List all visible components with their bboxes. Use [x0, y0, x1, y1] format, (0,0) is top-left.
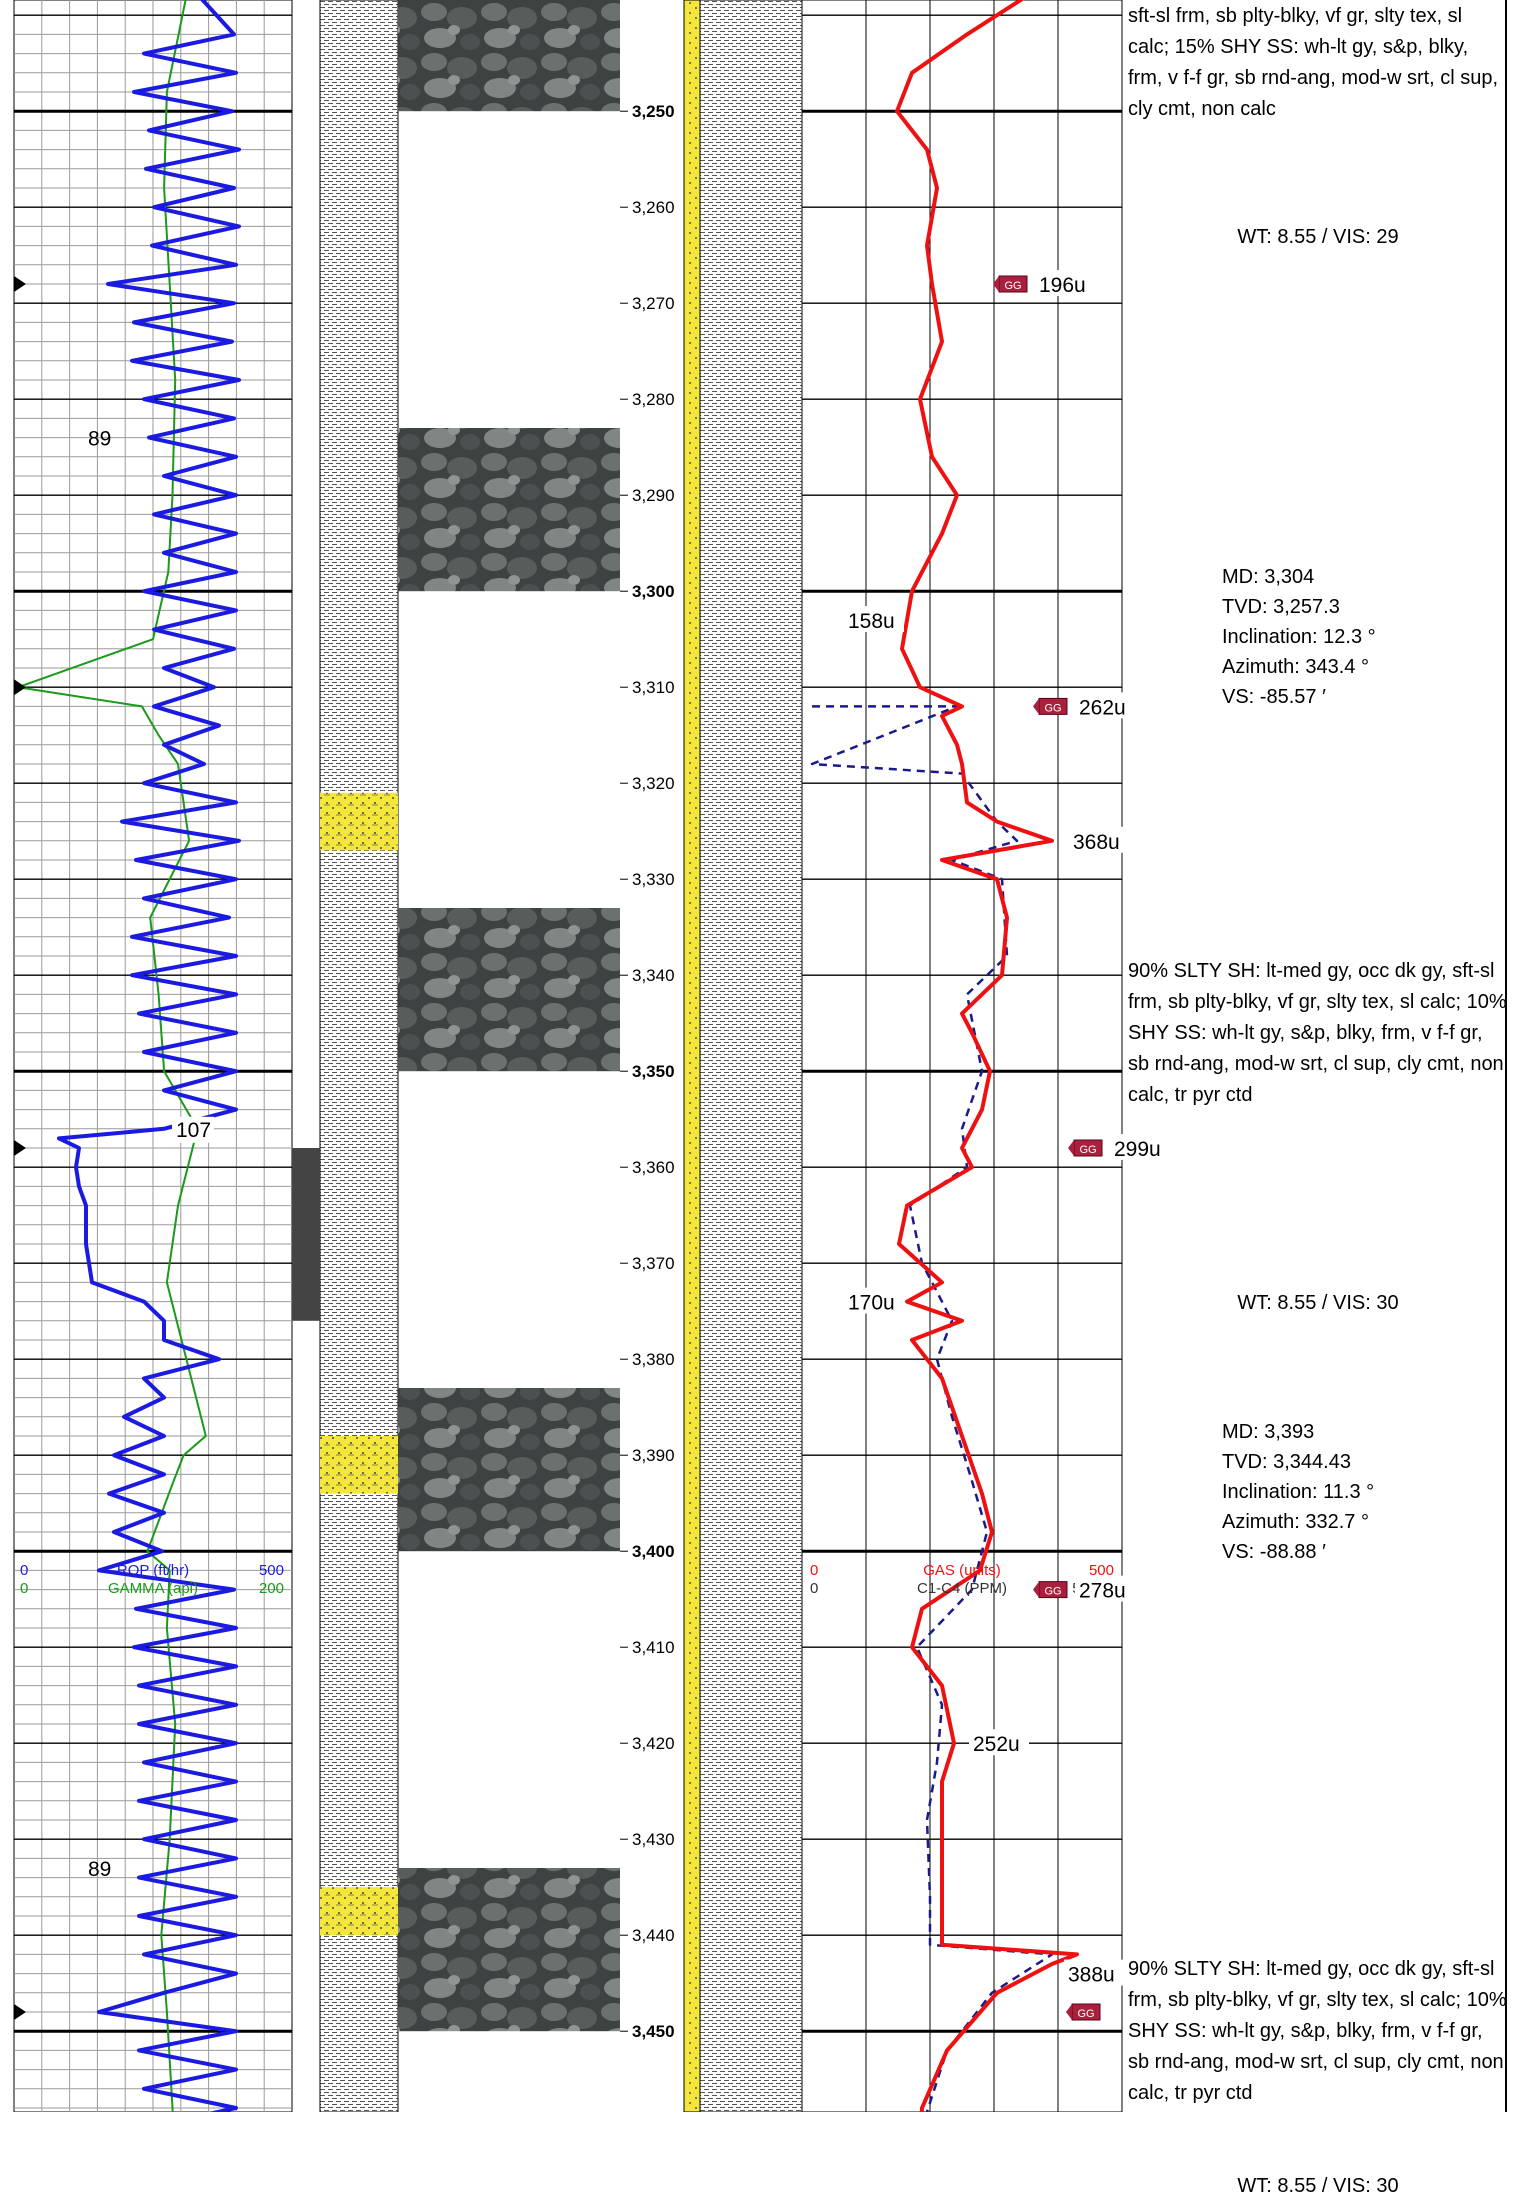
depth-label: 3,260 [632, 198, 675, 217]
gas-callout: 368u [1073, 831, 1120, 854]
depth-label: 3,330 [632, 870, 675, 889]
survey-vs-value: VS: -88.88 [1222, 1541, 1317, 1563]
survey-md-value: MD: 3,304 [1222, 566, 1314, 588]
sand-streak [320, 793, 398, 851]
cuttings-photo [398, 1388, 620, 1551]
survey-inc-value: Inclination: 12.3 [1222, 626, 1362, 648]
survey-unit: ° [1355, 1511, 1369, 1533]
gamma-scale-min: 0 [20, 1580, 28, 1597]
gamma-scale-max: 200 [259, 1580, 284, 1597]
survey-tvd: TVD: 3,344.43 [1222, 1447, 1374, 1477]
sample-flag-label: GG [1079, 1144, 1096, 1156]
sand-streak [320, 1436, 398, 1494]
mud-properties: WT: 8.55 / VIS: 30 [1128, 2175, 1508, 2198]
survey-unit: ′ [1317, 686, 1326, 708]
depth-label: 3,290 [632, 486, 675, 505]
lithology-description: sft-sl frm, sb plty-blky, vf gr, slty te… [1128, 1, 1508, 125]
gamma-scale-label: GAMMA (api) [108, 1580, 198, 1597]
survey-unit: ′ [1317, 1541, 1326, 1563]
depth-label: 3,450 [632, 2022, 675, 2041]
gas-callout: 196u [1039, 274, 1086, 297]
c1c4-scale-label: C1-C4 (PPM) [917, 1580, 1007, 1597]
survey-md: MD: 3,393 [1222, 1417, 1374, 1447]
gas-callout: 388u [1068, 1964, 1115, 1987]
depth-label: 3,380 [632, 1350, 675, 1369]
survey-azi-value: Azimuth: 332.7 [1222, 1511, 1355, 1533]
survey-vs: VS: -88.88 ′ [1222, 1537, 1374, 1567]
gas-scale-min: 0 [810, 1562, 818, 1579]
depth-label: 3,320 [632, 774, 675, 793]
lithology-column [320, 0, 398, 2112]
depth-label: 3,280 [632, 390, 675, 409]
survey-unit: ° [1355, 656, 1369, 678]
gamma-annotation: 89 [88, 428, 111, 451]
lithology-column-2 [700, 0, 802, 2112]
rop-scale-label: ROP (ft/hr) [117, 1562, 189, 1579]
depth-label: 3,360 [632, 1158, 675, 1177]
depth-label: 3,250 [632, 102, 675, 121]
depth-label: 3,340 [632, 966, 675, 985]
gas-callout: 278u [1079, 1580, 1126, 1603]
survey-inc: Inclination: 11.3 ° [1222, 1477, 1374, 1507]
depth-label: 3,310 [632, 678, 675, 697]
depth-label: 3,410 [632, 1638, 675, 1657]
depth-label: 3,440 [632, 1926, 675, 1945]
mud-properties: WT: 8.55 / VIS: 29 [1128, 226, 1508, 249]
gas-callout: 158u [848, 610, 895, 633]
lithology-track [292, 0, 802, 2112]
gas-callout: 252u [973, 1733, 1020, 1756]
survey-inc-value: Inclination: 11.3 [1222, 1481, 1361, 1503]
c1c4-scale-min: 0 [810, 1580, 818, 1597]
cuttings-photo [398, 908, 620, 1071]
track3-frame [802, 0, 1122, 2112]
interval-bar [292, 1148, 320, 1321]
survey-vs-value: VS: -85.57 [1222, 686, 1317, 708]
depth-label: 3,350 [632, 1062, 675, 1081]
depth-label: 3,390 [632, 1446, 675, 1465]
sand-streak [320, 1887, 398, 1935]
survey-inc: Inclination: 12.3 ° [1222, 622, 1376, 652]
gamma-annotation: 89 [88, 1858, 111, 1881]
cuttings-photo [398, 428, 620, 591]
rop-scale-min: 0 [20, 1562, 28, 1579]
survey-azi-value: Azimuth: 343.4 [1222, 656, 1355, 678]
survey-azi: Azimuth: 332.7 ° [1222, 1507, 1374, 1537]
gas-callout: 262u [1079, 696, 1126, 719]
sample-flag-label: GG [1004, 280, 1021, 292]
depth-label: 3,420 [632, 1734, 675, 1753]
survey-tvd-value: TVD: 3,257.3 [1222, 596, 1340, 618]
sand-strip [684, 0, 700, 2112]
survey-md-value: MD: 3,393 [1222, 1421, 1314, 1443]
mud-properties: WT: 8.55 / VIS: 30 [1128, 1292, 1508, 1315]
gas-callout: 299u [1114, 1138, 1161, 1161]
sample-flag-label: GG [1077, 2008, 1094, 2020]
survey-unit: ° [1362, 626, 1376, 648]
sample-flag-label: GG [1044, 702, 1061, 714]
survey-tvd-value: TVD: 3,344.43 [1222, 1451, 1351, 1473]
cuttings-photo [398, 0, 620, 111]
depth-label: 3,370 [632, 1254, 675, 1273]
survey-vs: VS: -85.57 ′ [1222, 682, 1376, 712]
gamma-annotation: 107 [176, 1119, 211, 1142]
cuttings-photo [398, 1868, 620, 2031]
survey-tvd: TVD: 3,257.3 [1222, 592, 1376, 622]
rop-scale-max: 500 [259, 1562, 284, 1579]
lithology-description: 90% SLTY SH: lt-med gy, occ dk gy, sft-s… [1128, 956, 1508, 1111]
lithology-description: 90% SLTY SH: lt-med gy, occ dk gy, sft-s… [1128, 1954, 1508, 2109]
survey-unit: ° [1361, 1481, 1375, 1503]
depth-label: 3,430 [632, 1830, 675, 1849]
depth-label: 3,400 [632, 1542, 675, 1561]
survey-azi: Azimuth: 343.4 ° [1222, 652, 1376, 682]
gas-callout: 170u [848, 1292, 895, 1315]
survey-block: MD: 3,304 TVD: 3,257.3 Inclination: 12.3 °… [1222, 562, 1376, 712]
depth-label: 3,300 [632, 582, 675, 601]
sample-flag-label: GG [1044, 1586, 1061, 1598]
depth-label: 3,270 [632, 294, 675, 313]
gas-scale-label: GAS (units) [923, 1562, 1001, 1579]
survey-block: MD: 3,393 TVD: 3,344.43 Inclination: 11.3 … [1222, 1417, 1374, 1567]
survey-md: MD: 3,304 [1222, 562, 1376, 592]
